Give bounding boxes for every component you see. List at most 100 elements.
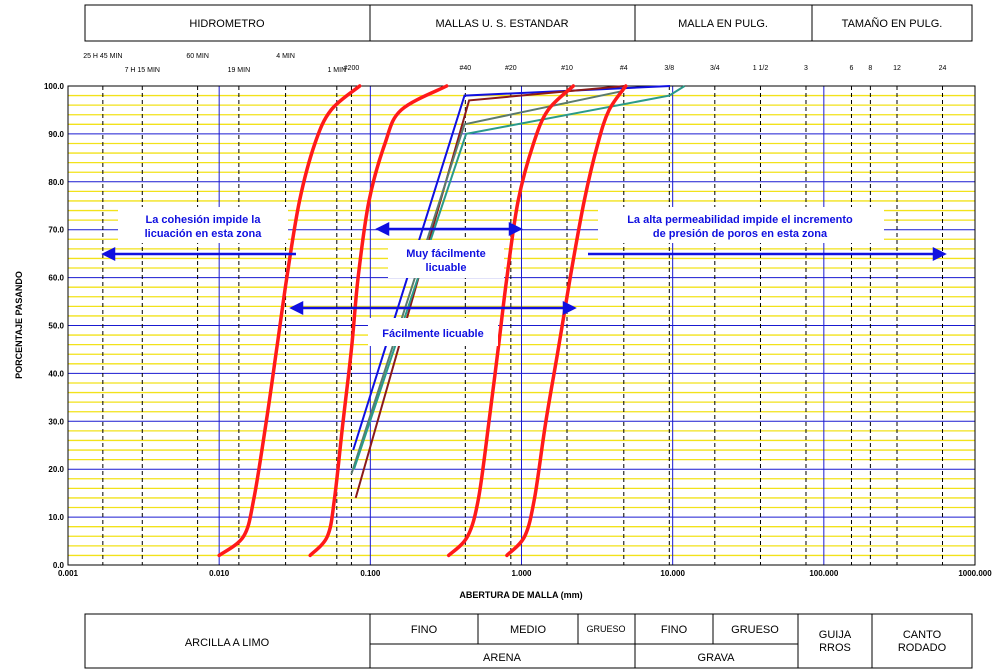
sieve-label: #20	[505, 65, 517, 72]
boundary-curve	[505, 84, 628, 558]
facil-arrowhead-right	[562, 300, 577, 316]
x-tick-label: 0.100	[360, 569, 381, 578]
x-tick-label: 1000.000	[958, 569, 992, 578]
hydrometer-time-label: 19 MIN	[228, 67, 251, 74]
hydrometer-time-label: 4 MIN	[276, 53, 295, 60]
facil-label-bg	[368, 318, 498, 346]
axis-ticks: 0.0 10.0 20.0 30.0 40.0 50.0 60.0 70.0 80.0 90.0 1…	[44, 82, 992, 578]
facil-text: Fácilmente licuable	[382, 328, 483, 340]
class-guija-2: RROS	[819, 642, 851, 654]
boundary-curves	[217, 84, 628, 558]
muy-arrowhead-left	[375, 221, 390, 237]
sieve-label: 8	[868, 65, 872, 72]
class-guija-1: GUIJA	[819, 629, 852, 641]
header-hidrometro: HIDROMETRO	[189, 18, 265, 30]
y-tick-label: 40.0	[48, 369, 64, 378]
data-series	[350, 85, 686, 499]
boundary-curve	[446, 84, 576, 558]
header-cell-mallas	[369, 4, 636, 42]
permeability-text-2: de presión de poros en esta zona	[653, 228, 828, 240]
sieve-label: #4	[620, 65, 628, 72]
hydrometer-time-label: 1 MIN	[327, 67, 346, 74]
header-mallas: MALLAS U. S. ESTANDAR	[435, 18, 568, 30]
header-tamano: TAMAÑO EN PULG.	[842, 17, 943, 30]
permeability-arrowhead	[932, 246, 947, 262]
sieve-label: #200	[344, 65, 360, 72]
sieve-label: #40	[459, 65, 471, 72]
sieve-label: #10	[561, 65, 573, 72]
series-line	[354, 85, 625, 499]
y-tick-label: 30.0	[48, 417, 64, 426]
class-fino-arena: FINO	[411, 624, 438, 636]
y-tick-label: 70.0	[48, 226, 64, 235]
class-cell-fino-arena	[369, 613, 479, 645]
y-tick-label: 0.0	[53, 561, 65, 570]
x-tick-label: 100.000	[809, 569, 838, 578]
boundary-curve	[217, 84, 362, 558]
hydrometer-time-label: 60 MIN	[186, 53, 209, 60]
grid-lines	[67, 85, 976, 566]
header-cell-tamano	[811, 4, 973, 42]
permeability-label-bg	[598, 207, 884, 243]
muy-arrowhead-right	[508, 221, 523, 237]
permeability-text-1: La alta permeabilidad impide el incremen…	[627, 214, 853, 226]
class-medio: MEDIO	[510, 624, 547, 636]
class-grueso-grava: GRUESO	[731, 624, 779, 636]
y-tick-label: 50.0	[48, 322, 64, 331]
sieve-label: 3/4	[710, 65, 720, 72]
class-canto-1: CANTO	[903, 629, 942, 641]
x-axis-label: ABERTURA DE MALLA (mm)	[459, 590, 582, 600]
header-malla-pulg: MALLA EN PULG.	[678, 18, 768, 30]
class-cell-arena	[369, 643, 636, 669]
facil-arrowhead-left	[289, 300, 304, 316]
sieve-dashed-lines	[102, 86, 944, 565]
hydrometer-time-label: 7 H 15 MIN	[125, 67, 160, 74]
plot-frame	[67, 85, 976, 566]
class-grava: GRAVA	[698, 652, 736, 664]
series-line	[353, 85, 686, 470]
y-tick-label: 10.0	[48, 513, 64, 522]
sieve-label: 3	[804, 65, 808, 72]
cohesion-label-bg	[118, 207, 288, 243]
x-tick-label: 0.001	[58, 569, 79, 578]
series-line	[350, 89, 625, 475]
cohesion-arrowhead	[101, 246, 116, 262]
class-grueso-arena: GRUESO	[586, 624, 625, 634]
muy-text-1: Muy fácilmente	[406, 248, 485, 260]
sieve-label: 1 1/2	[753, 65, 769, 72]
header-cell-malla-pulg	[634, 4, 813, 42]
x-tick-label: 0.010	[209, 569, 230, 578]
header-table: HIDROMETRO MALLAS U. S. ESTANDAR MALLA E…	[84, 4, 973, 42]
sieve-label: 6	[850, 65, 854, 72]
sieve-label: 3/8	[664, 65, 674, 72]
class-cell-arcilla	[84, 613, 371, 669]
class-fino-grava: FINO	[661, 624, 688, 636]
y-axis-label: PORCENTAJE PASANDO	[14, 271, 24, 379]
x-tick-label: 1.000	[511, 569, 532, 578]
x-tick-label: 10.000	[660, 569, 685, 578]
cohesion-text-1: La cohesión impide la	[146, 214, 262, 226]
class-canto-2: RODADO	[898, 642, 947, 654]
class-cell-guijarros	[797, 613, 873, 669]
sieve-label: 12	[893, 65, 901, 72]
sieve-label: 24	[939, 65, 947, 72]
y-tick-label: 60.0	[48, 274, 64, 283]
y-tick-label: 20.0	[48, 465, 64, 474]
class-cell-medio	[477, 613, 579, 645]
class-cell-canto	[871, 613, 973, 669]
y-tick-label: 90.0	[48, 130, 64, 139]
y-tick-label: 80.0	[48, 178, 64, 187]
cohesion-text-2: licuación en esta zona	[145, 228, 263, 240]
header-cell-hidrometro	[84, 4, 371, 42]
classification-table: ARCILLA A LIMO FINO MEDIO GRUESO ARENA F…	[84, 613, 973, 669]
muy-label-bg	[388, 240, 504, 278]
boundary-curve	[308, 84, 449, 558]
class-arena: ARENA	[483, 652, 522, 664]
hydrometer-time-label: 25 H 45 MIN	[83, 53, 122, 60]
muy-text-2: licuable	[426, 262, 467, 274]
y-tick-label: 100.0	[44, 82, 65, 91]
class-arcilla: ARCILLA A LIMO	[185, 637, 270, 649]
annotations: La cohesión impide la licuación en esta …	[101, 207, 947, 346]
